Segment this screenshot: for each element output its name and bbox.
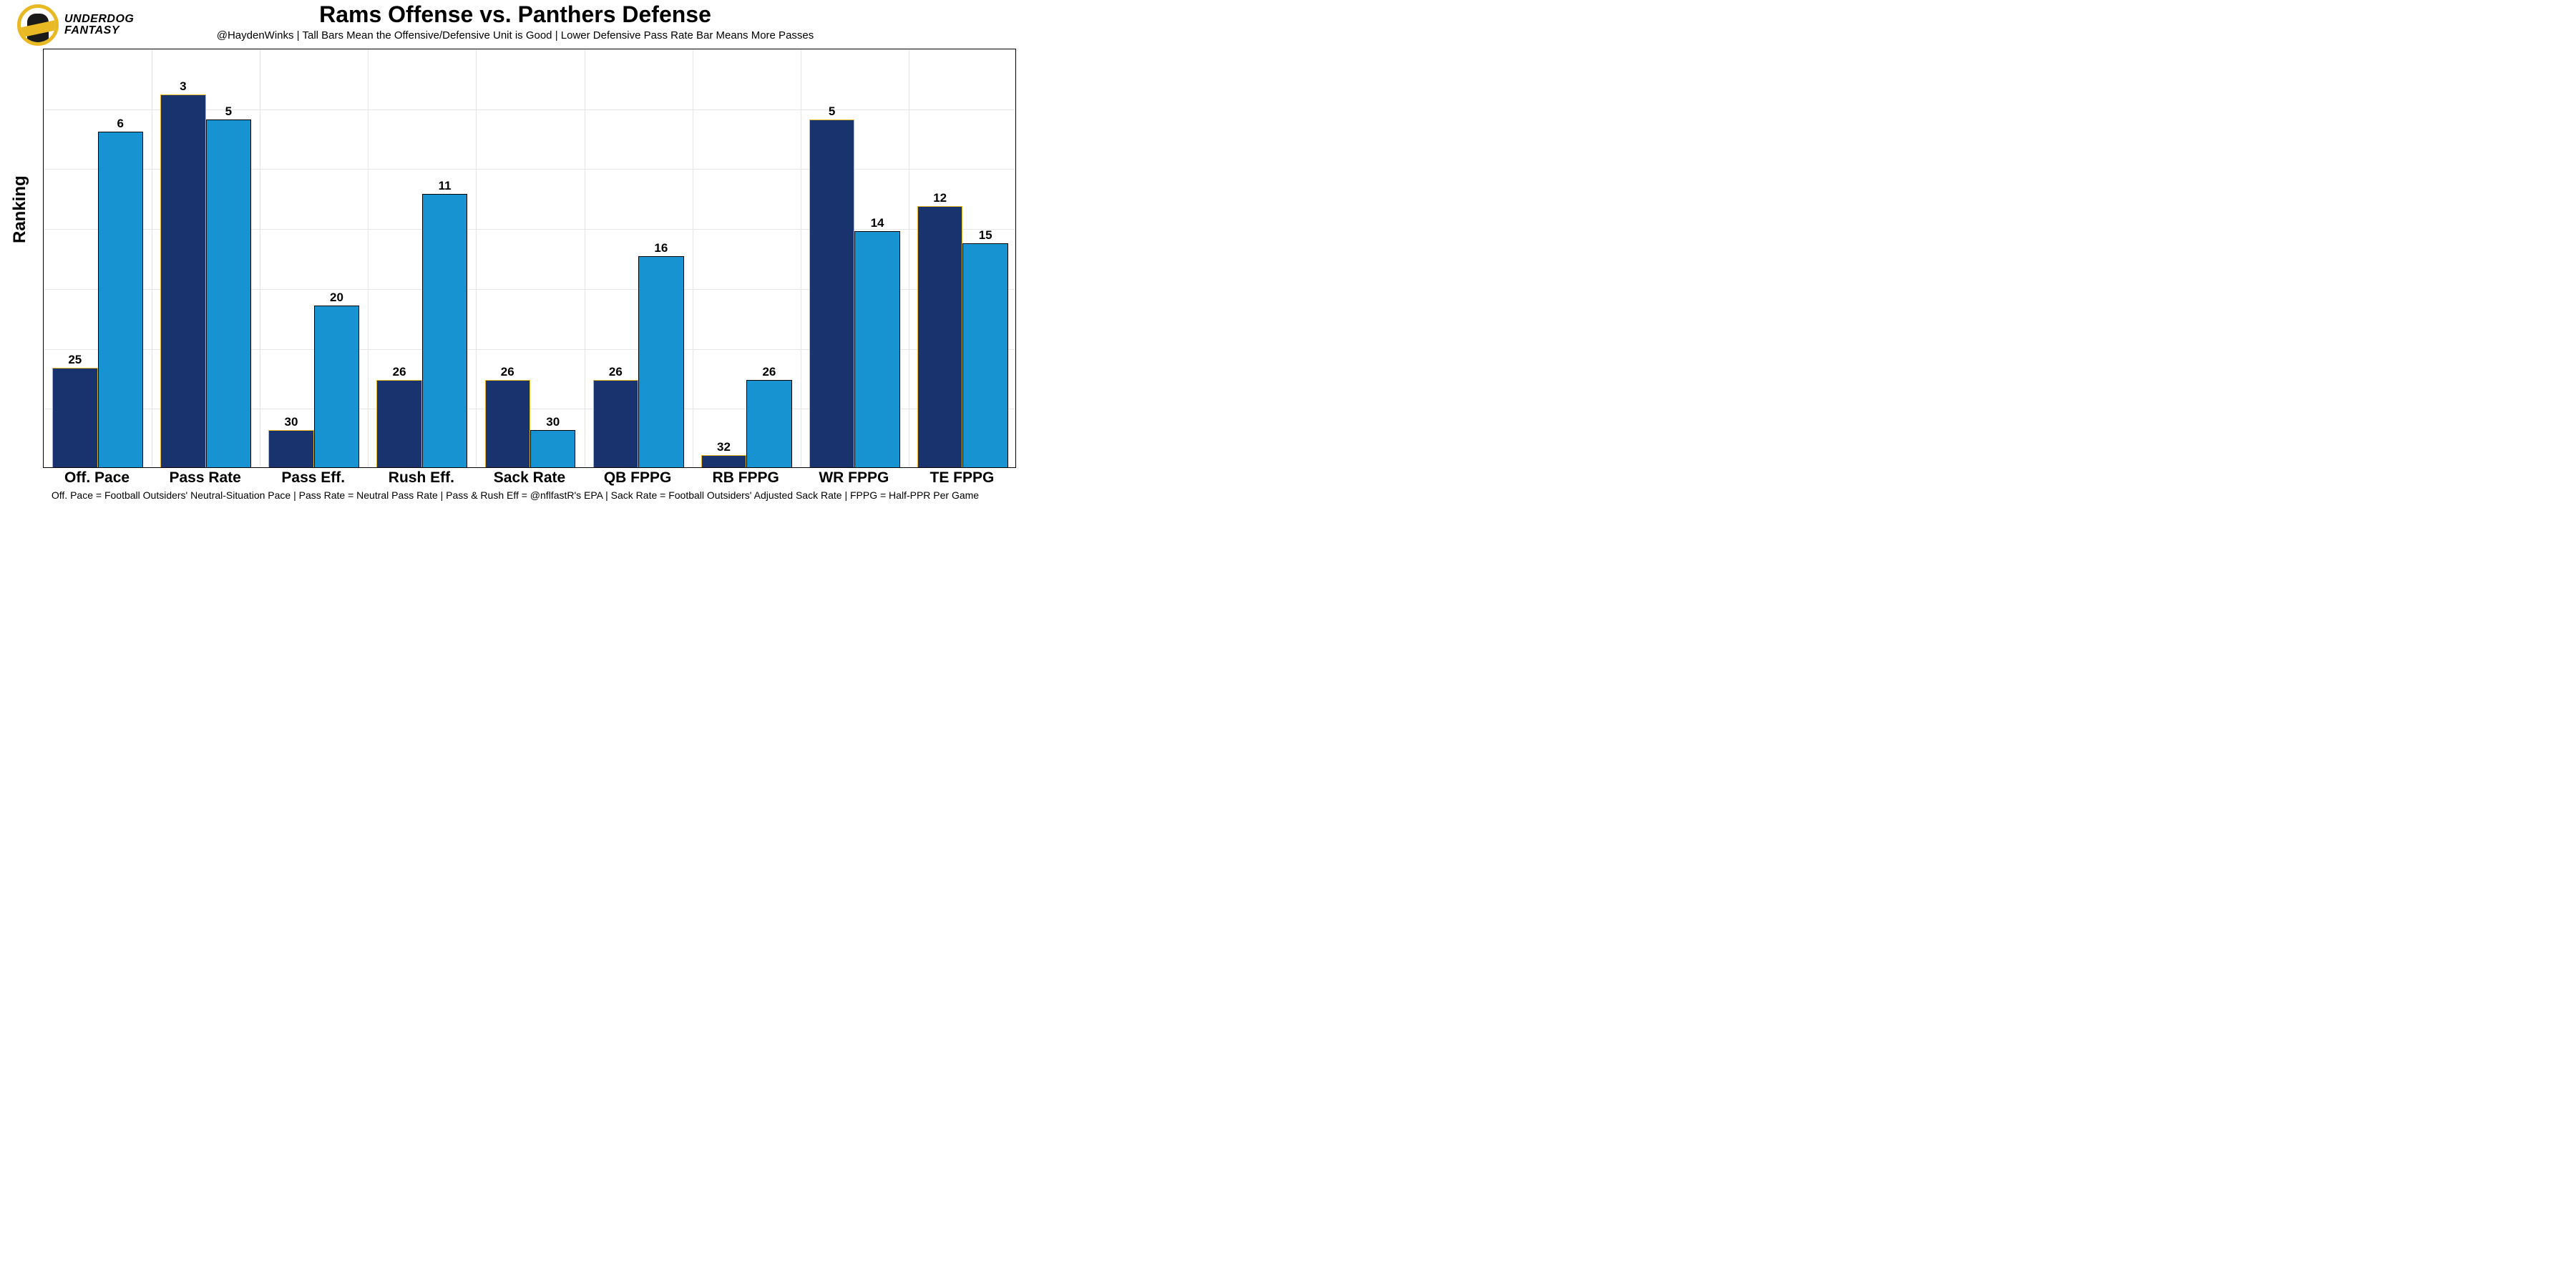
bar: 30: [530, 430, 575, 467]
bar-value-label: 5: [829, 104, 835, 119]
bar-value-label: 14: [871, 216, 884, 230]
bar-value-label: 20: [330, 291, 343, 305]
bar: 26: [593, 380, 638, 467]
bar-value-label: 32: [717, 440, 731, 454]
x-tick-label: WR FPPG: [819, 469, 889, 487]
bar-value-label: 12: [933, 191, 947, 205]
chart-footnote: Off. Pace = Football Outsiders' Neutral-…: [0, 489, 1030, 501]
x-tick-label: Pass Eff.: [281, 469, 345, 487]
bar-value-label: 11: [439, 179, 452, 193]
bar-value-label: 30: [546, 415, 560, 429]
bar: 12: [917, 206, 962, 467]
x-tick-label: TE FPPG: [930, 469, 995, 487]
bar: 26: [376, 380, 421, 467]
bar: 32: [701, 455, 746, 467]
x-tick-label: QB FPPG: [604, 469, 672, 487]
bar-value-label: 16: [654, 241, 668, 255]
bar-value-label: 26: [609, 365, 623, 379]
bar-value-label: 15: [979, 228, 992, 243]
bar: 25: [52, 368, 97, 467]
bar-value-label: 5: [225, 104, 232, 119]
bar-value-label: 30: [285, 415, 298, 429]
bar: 14: [854, 231, 899, 467]
x-axis-labels: Off. Pace Pass Rate Pass Eff. Rush Eff. Sack…: [43, 469, 1016, 489]
chart-header: Rams Offense vs. Panthers Defense @Hayde…: [0, 1, 1030, 42]
bar-value-label: 26: [501, 365, 514, 379]
x-tick-label: RB FPPG: [713, 469, 779, 487]
bar: 5: [206, 119, 251, 468]
x-tick-label: Sack Rate: [494, 469, 565, 487]
bar: 20: [314, 306, 359, 467]
bar-value-label: 6: [117, 117, 124, 131]
x-tick-label: Off. Pace: [64, 469, 130, 487]
x-tick-label: Rush Eff.: [389, 469, 454, 487]
bar: 30: [268, 430, 313, 467]
bars-container: 25635302026112630261632265141215: [44, 49, 1015, 467]
bar: 26: [746, 380, 791, 467]
chart-title: Rams Offense vs. Panthers Defense: [0, 1, 1030, 28]
bar: 26: [485, 380, 530, 467]
bar: 3: [160, 94, 205, 467]
bar: 16: [638, 256, 683, 467]
chart-subtitle: @HaydenWinks | Tall Bars Mean the Offens…: [0, 29, 1030, 42]
chart-plot-area: 25635302026112630261632265141215: [43, 49, 1016, 468]
bar-value-label: 25: [68, 353, 82, 367]
bar: 5: [809, 119, 854, 468]
x-tick-label: Pass Rate: [169, 469, 240, 487]
bar: 11: [422, 194, 467, 467]
y-axis-label: Ranking: [10, 175, 30, 243]
bar-value-label: 26: [762, 365, 776, 379]
bar-value-label: 3: [180, 79, 186, 94]
bar-value-label: 26: [393, 365, 406, 379]
bar: 6: [98, 132, 143, 467]
bar: 15: [962, 243, 1008, 467]
